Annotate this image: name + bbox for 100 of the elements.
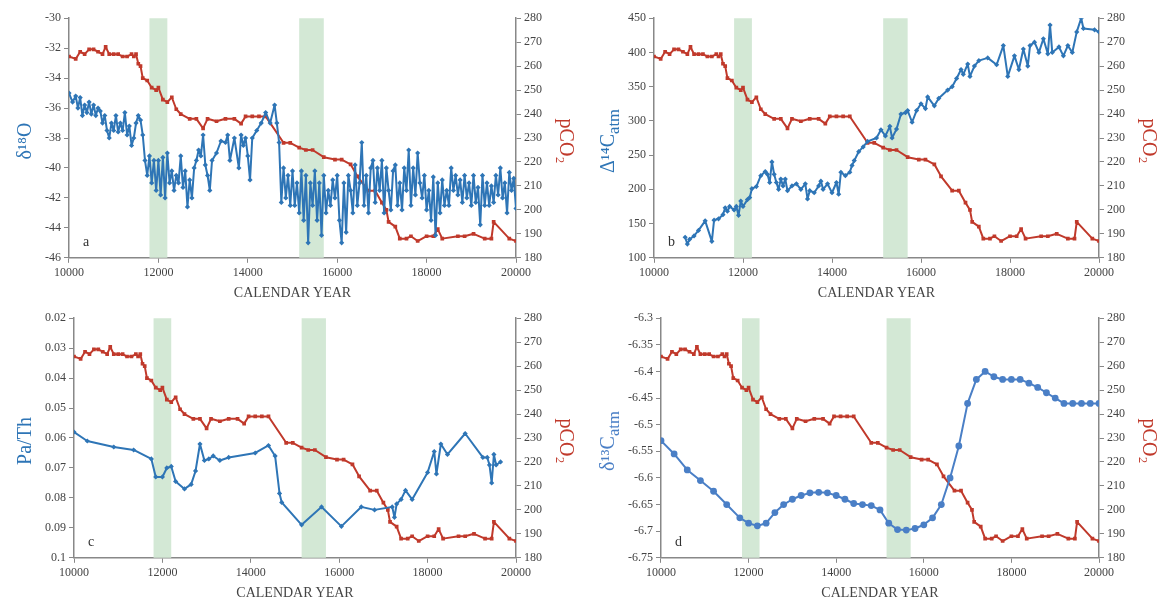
y-tick-label: -6.5 [634, 416, 653, 431]
point [1051, 394, 1059, 402]
y2-tick-label: 220 [1107, 454, 1125, 469]
y2-tick-label: 240 [1107, 106, 1125, 121]
point [946, 474, 954, 482]
point [894, 526, 901, 533]
y2-tick-label: 190 [1107, 226, 1125, 240]
y2-tick-label: 180 [524, 249, 542, 264]
x-tick-label: 18000 [996, 565, 1027, 580]
x-tick-label: 18000 [995, 265, 1025, 280]
point [972, 376, 980, 383]
y-tick-label: 250 [628, 147, 646, 162]
y-tick-label: -6.65 [628, 496, 653, 511]
y2-tick-label: 260 [1107, 358, 1125, 373]
annotation: c [88, 534, 95, 550]
x-tick-label: 16000 [324, 565, 355, 580]
y-tick-label: -6.4 [634, 363, 653, 378]
point [159, 474, 165, 480]
y-tick-label: -6.3 [634, 310, 653, 325]
y2-tick-label: 190 [1107, 526, 1125, 540]
y2-tick-label: 230 [524, 130, 542, 145]
y2-tick-label: 210 [1107, 478, 1125, 493]
point [723, 501, 731, 508]
point [168, 463, 174, 470]
point [806, 489, 814, 497]
x-tick-label: 12000 [143, 265, 174, 280]
point [484, 454, 490, 461]
y2-tick-label: 240 [524, 106, 542, 121]
point [1016, 376, 1024, 383]
y2-tick-label: 260 [524, 58, 542, 73]
y-axis-title: δ¹⁸O [12, 121, 36, 162]
y2-tick-label: 240 [1107, 406, 1125, 421]
y-tick-label: -34 [45, 70, 61, 85]
point [276, 490, 283, 497]
point [876, 506, 884, 514]
point [736, 514, 744, 522]
y2-axis-title: pCO₂ [554, 117, 579, 166]
y-tick-label: -40 [45, 160, 61, 175]
y2-tick-label: 230 [524, 430, 542, 445]
point [771, 509, 779, 516]
y2-tick-label: 200 [1107, 202, 1125, 217]
y2-tick-label: 200 [524, 202, 542, 217]
y2-tick-label: 260 [524, 358, 542, 373]
point [867, 502, 875, 510]
y-tick-label: 0.06 [45, 430, 66, 445]
y2-tick-label: 210 [524, 478, 542, 493]
y-tick-label: 0.09 [45, 520, 66, 535]
y-tick-label: 0.1 [51, 549, 66, 564]
point [824, 489, 831, 497]
y2-tick-label: 200 [1107, 502, 1125, 517]
annotation: b [668, 234, 675, 250]
x-tick-label: 20000 [501, 265, 531, 280]
point [902, 526, 910, 534]
point [358, 504, 364, 510]
y2-tick-label: 180 [1107, 249, 1125, 264]
x-tick-label: 16000 [906, 265, 936, 280]
point [1069, 399, 1077, 407]
point [486, 462, 493, 468]
y-tick-label: -30 [45, 10, 61, 25]
x-tick-label: 18000 [412, 565, 443, 580]
x-tick-label: 20000 [501, 565, 531, 580]
y2-tick-label: 270 [524, 34, 542, 49]
point [226, 454, 232, 461]
point [265, 442, 272, 449]
point [188, 481, 194, 488]
x-axis-title: CALENDAR YEAR [817, 285, 936, 301]
x-axis-title: CALENDAR YEAR [233, 285, 352, 301]
y-tick-label: -6.35 [628, 336, 653, 351]
point [670, 450, 678, 458]
y2-tick-label: 190 [524, 226, 542, 240]
point [398, 496, 404, 502]
y-tick-label: -36 [45, 100, 61, 115]
y2-tick-label: 270 [524, 334, 542, 349]
point [433, 471, 440, 477]
y-axis-title: Pa/Th [12, 416, 36, 467]
x-tick-label: 12000 [728, 265, 758, 280]
point [299, 522, 305, 528]
x-tick-label: 16000 [908, 565, 939, 580]
point [279, 499, 285, 505]
point [192, 468, 199, 474]
y-tick-label: 400 [628, 44, 646, 59]
point [444, 451, 451, 458]
y2-tick-label: 250 [524, 382, 542, 397]
y-tick-label: -32 [45, 40, 61, 55]
point [1060, 399, 1068, 407]
y-tick-label: -46 [45, 249, 61, 264]
y2-axis-title: pCO₂ [1137, 117, 1162, 166]
point [859, 501, 866, 508]
point [780, 501, 788, 508]
y2-tick-label: 180 [524, 549, 542, 564]
point [683, 466, 691, 474]
y2-tick-label: 280 [524, 10, 542, 25]
y-tick-label: -6.75 [628, 549, 653, 564]
point [480, 454, 486, 461]
y-tick-label: 450 [628, 10, 646, 25]
point [1086, 399, 1094, 407]
y-tick-label: 0.04 [45, 370, 66, 385]
point [1034, 384, 1042, 391]
point [911, 525, 919, 532]
x-tick-label: 12000 [733, 565, 764, 580]
